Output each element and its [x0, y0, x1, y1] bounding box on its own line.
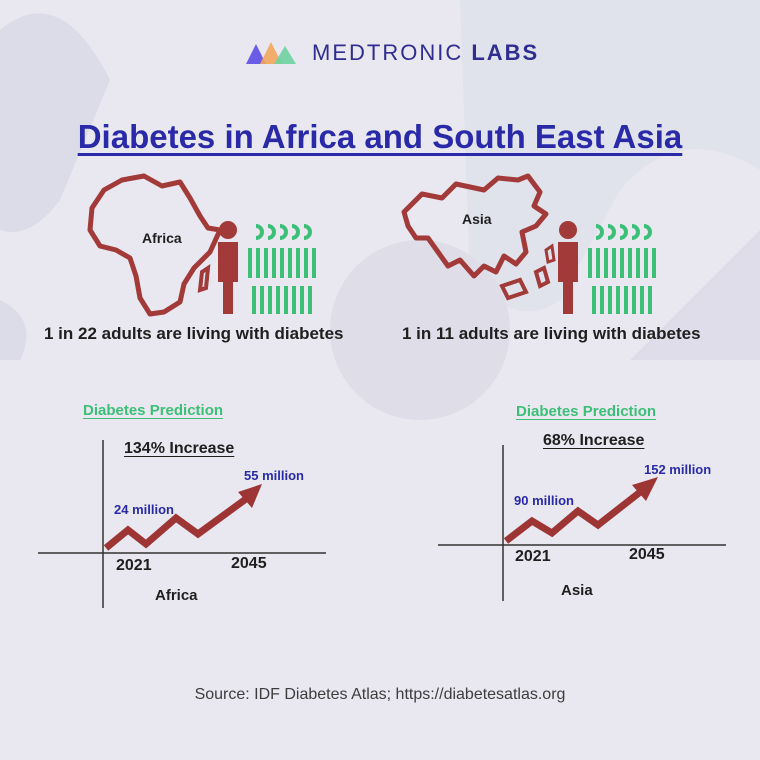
brand-bold: LABS — [471, 40, 540, 65]
africa-start-year: 2021 — [116, 557, 152, 574]
arrow-icon — [503, 486, 647, 544]
person-icon — [218, 221, 238, 314]
africa-map-icon — [87, 173, 223, 317]
africa-end-value: 55 million — [244, 468, 304, 483]
brand-light: MEDTRONIC — [312, 40, 464, 65]
brand-logo: MEDTRONIC LABS — [244, 40, 539, 66]
asia-growth-diagram — [438, 445, 726, 601]
africa-region-label: Africa — [155, 587, 198, 604]
asia-start-value: 90 million — [514, 493, 574, 508]
asia-region-label: Asia — [561, 582, 593, 599]
asia-end-year: 2045 — [629, 546, 665, 563]
map-label-asia: Asia — [462, 211, 492, 227]
africa-end-year: 2045 — [231, 555, 267, 572]
africa-prediction-title: Diabetes Prediction — [83, 402, 224, 419]
asia-map-icon — [401, 173, 556, 301]
africa-start-value: 24 million — [114, 502, 174, 517]
arrow-icon — [103, 493, 253, 551]
people-group-icon — [218, 221, 316, 314]
africa-stat: 1 in 22 adults are living with diabetes — [44, 324, 344, 343]
asia-stat: 1 in 11 adults are living with diabetes — [402, 324, 701, 343]
page-title: Diabetes in Africa and South East Asia — [77, 118, 683, 155]
person-icon — [558, 221, 578, 314]
africa-increase: 134% Increase — [124, 440, 235, 457]
asia-end-value: 152 million — [644, 462, 712, 477]
asia-prediction-title: Diabetes Prediction — [516, 403, 657, 420]
africa-growth-diagram — [38, 440, 326, 608]
people-group-icon — [558, 221, 656, 314]
map-label-africa: Africa — [142, 230, 182, 246]
asia-start-year: 2021 — [515, 548, 551, 565]
brand-name: MEDTRONIC LABS — [312, 40, 539, 66]
logo-mark-icon — [246, 42, 296, 64]
source-citation: Source: IDF Diabetes Atlas; https://diab… — [194, 686, 566, 703]
asia-increase: 68% Increase — [543, 432, 645, 449]
